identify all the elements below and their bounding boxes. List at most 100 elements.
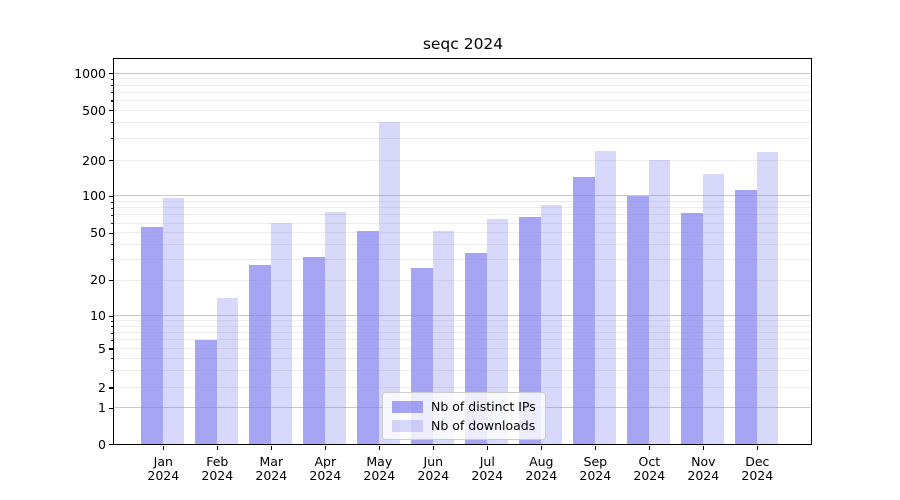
bar-group bbox=[573, 151, 617, 444]
y-minor-tick-mark bbox=[110, 339, 113, 342]
y-minor-tick-mark bbox=[110, 100, 113, 102]
bar-group bbox=[303, 211, 347, 444]
y-tick-label: 100 bbox=[82, 188, 106, 204]
y-minor-tick-mark bbox=[110, 244, 113, 246]
x-tick-label: May 2024 bbox=[363, 453, 396, 483]
x-tick-label: Apr 2024 bbox=[309, 453, 342, 483]
minor-gridline bbox=[114, 279, 811, 281]
y-minor-tick-mark bbox=[110, 78, 113, 81]
y-minor-tick-mark bbox=[110, 370, 113, 372]
x-tick-mark bbox=[702, 446, 704, 450]
minor-gridline bbox=[114, 121, 811, 123]
x-tick-label: Mar 2024 bbox=[255, 453, 288, 483]
minor-gridline bbox=[114, 258, 811, 260]
x-tick-label: Jan 2024 bbox=[147, 453, 180, 483]
y-tick-label: 5 bbox=[98, 340, 106, 356]
legend: Nb of distinct IPs Nb of downloads bbox=[382, 392, 546, 440]
x-tick-mark bbox=[432, 446, 434, 450]
minor-gridline bbox=[114, 159, 811, 161]
minor-gridline bbox=[114, 357, 811, 359]
x-tick-mark bbox=[378, 446, 380, 450]
y-tick-label: 1 bbox=[98, 400, 106, 416]
minor-gridline bbox=[114, 207, 811, 209]
bar-downloads-sep bbox=[594, 151, 617, 444]
x-tick-mark bbox=[648, 446, 650, 450]
bar-group bbox=[735, 151, 779, 444]
y-tick-label: 2 bbox=[98, 380, 106, 396]
bar-distinct-ips-apr bbox=[303, 257, 325, 444]
minor-gridline bbox=[114, 214, 811, 216]
major-gridline bbox=[114, 315, 811, 317]
y-tick-mark bbox=[109, 232, 113, 234]
legend-row: Nb of downloads bbox=[392, 416, 536, 435]
minor-gridline bbox=[114, 332, 811, 334]
minor-gridline bbox=[114, 387, 811, 389]
bar-group bbox=[249, 223, 293, 444]
bar-downloads-oct bbox=[648, 160, 671, 444]
minor-gridline bbox=[114, 325, 811, 327]
x-tick-label: Dec 2024 bbox=[741, 453, 774, 483]
legend-label-downloads: Nb of downloads bbox=[431, 418, 536, 433]
y-tick-label: 10 bbox=[90, 308, 106, 324]
y-tick-mark bbox=[109, 160, 113, 162]
y-tick-mark bbox=[109, 279, 113, 282]
minor-gridline bbox=[114, 232, 811, 234]
y-tick-label: 200 bbox=[82, 152, 106, 168]
y-tick-mark bbox=[109, 315, 113, 317]
x-tick-label: Jun 2024 bbox=[417, 453, 450, 483]
x-tick-label: Aug 2024 bbox=[525, 453, 558, 483]
bar-group bbox=[627, 160, 671, 444]
bar-distinct-ips-oct bbox=[627, 195, 649, 444]
minor-gridline bbox=[114, 222, 811, 224]
minor-gridline bbox=[114, 99, 811, 101]
bar-downloads-jan bbox=[162, 197, 185, 444]
minor-gridline bbox=[114, 347, 811, 349]
bar-distinct-ips-may bbox=[357, 230, 379, 444]
x-tick-mark bbox=[270, 446, 272, 450]
y-tick-label: 500 bbox=[82, 102, 106, 118]
minor-gridline bbox=[114, 201, 811, 203]
y-tick-label: 20 bbox=[90, 272, 106, 288]
y-tick-label: 0 bbox=[98, 436, 106, 452]
legend-row: Nb of distinct IPs bbox=[392, 397, 536, 416]
y-tick-label: 50 bbox=[90, 225, 106, 241]
minor-gridline bbox=[114, 137, 811, 139]
y-tick-mark bbox=[109, 387, 113, 389]
bar-group bbox=[195, 298, 239, 444]
y-minor-tick-mark bbox=[110, 223, 113, 225]
bar-downloads-feb bbox=[216, 298, 239, 444]
bar-downloads-aug bbox=[540, 205, 563, 444]
x-tick-label: Oct 2024 bbox=[633, 453, 666, 483]
x-tick-label: Jul 2024 bbox=[471, 453, 504, 483]
y-minor-tick-mark bbox=[110, 92, 113, 94]
minor-gridline bbox=[114, 109, 811, 111]
bar-distinct-ips-feb bbox=[195, 339, 217, 444]
x-tick-mark bbox=[486, 446, 488, 450]
minor-gridline bbox=[114, 369, 811, 371]
y-minor-tick-mark bbox=[110, 259, 113, 261]
y-tick-mark bbox=[109, 348, 113, 350]
x-tick-mark bbox=[216, 446, 218, 450]
minor-gridline bbox=[114, 243, 811, 245]
x-tick-mark bbox=[756, 446, 758, 450]
y-minor-tick-mark bbox=[110, 332, 113, 334]
major-gridline bbox=[114, 195, 811, 197]
y-tick-label: 1000 bbox=[74, 65, 106, 81]
legend-swatch-downloads-icon bbox=[392, 419, 423, 432]
minor-gridline bbox=[114, 320, 811, 322]
bar-distinct-ips-nov bbox=[681, 212, 703, 444]
x-tick-label: Feb 2024 bbox=[201, 453, 234, 483]
bar-group bbox=[357, 122, 401, 444]
bar-downloads-dec bbox=[756, 151, 779, 444]
y-minor-tick-mark bbox=[110, 85, 113, 87]
bar-group bbox=[141, 197, 185, 444]
plot-area: Nb of distinct IPs Nb of downloads bbox=[113, 58, 812, 445]
legend-label-distinct-ips: Nb of distinct IPs bbox=[431, 399, 536, 414]
bar-group bbox=[519, 205, 563, 444]
minor-gridline bbox=[114, 91, 811, 93]
x-tick-mark bbox=[162, 446, 164, 450]
bar-group bbox=[681, 174, 725, 444]
chart-title: seqc 2024 bbox=[422, 35, 504, 53]
bar-distinct-ips-jan bbox=[141, 226, 163, 444]
x-tick-label: Sep 2024 bbox=[579, 453, 612, 483]
